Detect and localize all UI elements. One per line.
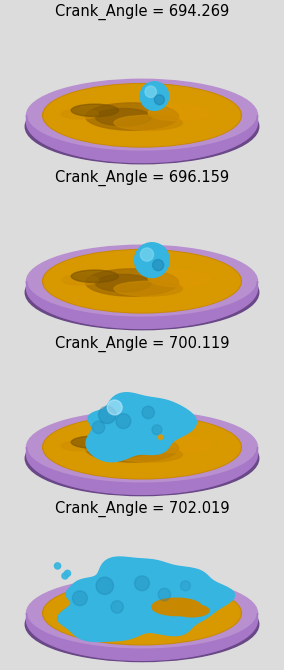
Circle shape — [181, 581, 191, 591]
Polygon shape — [26, 281, 258, 328]
Title: Crank_Angle = 702.019: Crank_Angle = 702.019 — [55, 501, 229, 517]
Ellipse shape — [114, 115, 182, 130]
Ellipse shape — [71, 436, 118, 448]
Circle shape — [158, 588, 171, 601]
Ellipse shape — [61, 607, 99, 617]
Ellipse shape — [85, 269, 179, 296]
Circle shape — [142, 406, 154, 419]
Ellipse shape — [148, 602, 210, 618]
Circle shape — [154, 94, 164, 105]
Ellipse shape — [25, 421, 259, 496]
Circle shape — [111, 601, 123, 613]
Ellipse shape — [44, 251, 240, 312]
Ellipse shape — [25, 255, 259, 330]
Circle shape — [116, 413, 131, 429]
Ellipse shape — [61, 109, 99, 119]
Circle shape — [107, 400, 122, 415]
Circle shape — [55, 563, 61, 569]
Ellipse shape — [26, 79, 258, 151]
Circle shape — [135, 243, 169, 277]
Circle shape — [153, 259, 164, 271]
Ellipse shape — [71, 104, 118, 117]
Ellipse shape — [85, 601, 179, 628]
Circle shape — [64, 570, 71, 576]
Ellipse shape — [25, 89, 259, 163]
Ellipse shape — [61, 441, 99, 451]
Ellipse shape — [26, 411, 258, 483]
Ellipse shape — [43, 84, 241, 147]
Ellipse shape — [25, 587, 259, 661]
Title: Crank_Angle = 694.269: Crank_Angle = 694.269 — [55, 3, 229, 19]
Ellipse shape — [43, 250, 241, 313]
Ellipse shape — [114, 447, 182, 462]
Ellipse shape — [71, 270, 118, 283]
Ellipse shape — [85, 103, 179, 130]
Ellipse shape — [148, 437, 210, 453]
Ellipse shape — [148, 271, 210, 287]
Title: Crank_Angle = 700.119: Crank_Angle = 700.119 — [55, 336, 229, 352]
Circle shape — [135, 576, 149, 591]
Circle shape — [62, 573, 68, 579]
Ellipse shape — [61, 275, 99, 285]
Ellipse shape — [114, 613, 182, 628]
Circle shape — [96, 577, 113, 594]
Polygon shape — [58, 557, 235, 641]
Ellipse shape — [44, 582, 240, 644]
Ellipse shape — [174, 604, 209, 617]
Ellipse shape — [26, 577, 258, 649]
Circle shape — [140, 82, 169, 111]
Polygon shape — [26, 115, 258, 163]
Ellipse shape — [44, 84, 240, 146]
Title: Crank_Angle = 696.159: Crank_Angle = 696.159 — [55, 170, 229, 186]
Circle shape — [140, 248, 154, 261]
Circle shape — [158, 435, 163, 440]
Circle shape — [72, 591, 87, 606]
Circle shape — [92, 421, 105, 433]
Ellipse shape — [44, 417, 240, 478]
Ellipse shape — [95, 440, 151, 458]
Ellipse shape — [95, 275, 151, 292]
Circle shape — [152, 425, 162, 435]
Ellipse shape — [95, 109, 151, 126]
Ellipse shape — [114, 281, 182, 296]
Ellipse shape — [71, 602, 118, 614]
Circle shape — [145, 86, 156, 97]
Ellipse shape — [26, 245, 258, 318]
Circle shape — [99, 406, 116, 423]
Ellipse shape — [43, 415, 241, 479]
Ellipse shape — [152, 598, 202, 616]
Ellipse shape — [95, 606, 151, 624]
Polygon shape — [26, 613, 258, 661]
Ellipse shape — [43, 582, 241, 645]
Ellipse shape — [85, 435, 179, 462]
Polygon shape — [26, 447, 258, 494]
Polygon shape — [86, 393, 196, 462]
Ellipse shape — [148, 105, 210, 121]
